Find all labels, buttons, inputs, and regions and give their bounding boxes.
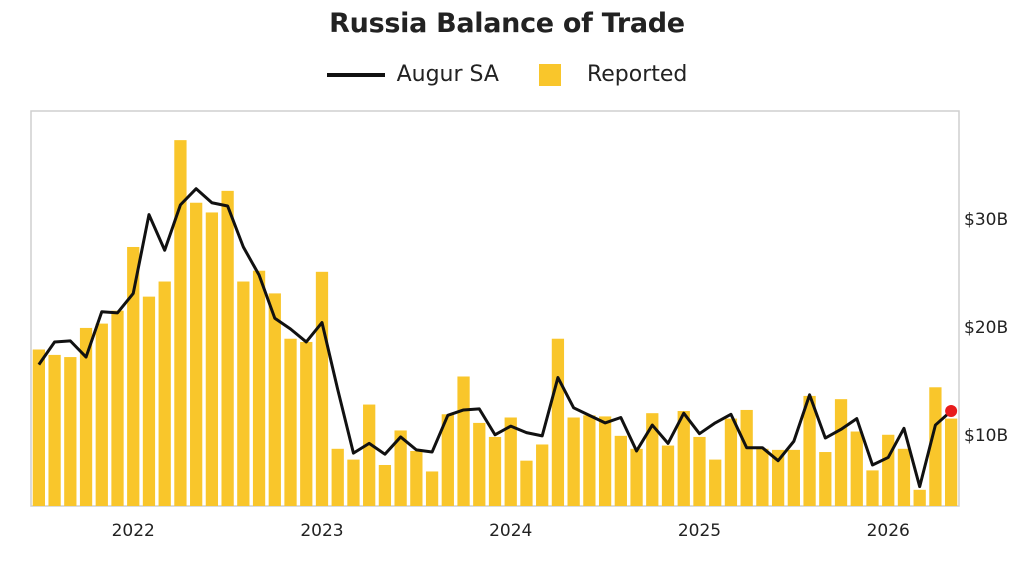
bar-series-reported — [32, 140, 958, 507]
bar-reported — [331, 448, 344, 506]
latest-point-layer — [945, 405, 958, 418]
legend-line-swatch — [326, 72, 385, 77]
x-tick-label: 2026 — [867, 521, 910, 541]
bar-reported — [394, 430, 407, 506]
bar-reported — [268, 293, 281, 506]
chart-legend: Augur SA Reported — [0, 62, 1014, 87]
bar-reported — [127, 246, 140, 507]
bar-reported — [111, 310, 124, 506]
bar-reported — [504, 417, 517, 506]
bar-reported — [473, 422, 486, 506]
bar-reported — [945, 418, 958, 506]
line-augur-sa — [37, 187, 953, 489]
bar-reported — [425, 471, 439, 506]
bar-reported — [520, 460, 533, 506]
legend-label-augur-sa: Augur SA — [396, 62, 499, 87]
bar-reported — [709, 459, 722, 506]
y-tick-label: $10B — [964, 426, 1008, 446]
bar-reported — [598, 416, 612, 506]
x-axis: 2022 2023 2024 2025 2026 — [112, 521, 910, 541]
bar-reported — [252, 270, 266, 506]
bar-reported — [190, 202, 203, 507]
bar-reported — [221, 190, 234, 507]
bar-reported — [300, 341, 313, 506]
bar-reported — [819, 452, 832, 506]
latest-point-marker — [945, 405, 958, 418]
bar-reported — [205, 212, 219, 506]
bar-reported — [48, 354, 61, 506]
bar-reported — [457, 376, 470, 506]
bar-reported — [79, 327, 93, 506]
x-tick-label: 2024 — [489, 521, 532, 541]
bar-reported — [488, 436, 502, 506]
bar-reported — [724, 418, 738, 506]
legend-item-augur-sa: Augur SA — [326, 62, 499, 87]
bar-reported — [567, 417, 580, 506]
bar-reported — [787, 449, 800, 506]
bar-reported — [410, 450, 423, 506]
bar-reported — [378, 464, 392, 506]
x-tick-label: 2023 — [300, 521, 343, 541]
bar-reported — [646, 413, 659, 506]
bar-reported — [614, 435, 627, 506]
bar-reported — [64, 357, 77, 506]
bar-reported — [551, 338, 565, 506]
bar-reported — [583, 415, 596, 506]
y-axis: $10B $20B $30B — [964, 210, 1008, 446]
bar-reported — [363, 404, 376, 506]
bar-reported — [897, 448, 911, 506]
bar-reported — [174, 140, 187, 506]
chart-title: Russia Balance of Trade — [329, 8, 685, 39]
y-tick-label: $20B — [964, 318, 1008, 338]
bar-reported — [803, 395, 816, 506]
bar-reported — [771, 449, 785, 506]
bar-reported — [237, 281, 250, 506]
x-tick-label: 2025 — [678, 521, 721, 541]
legend-item-reported: Reported — [499, 62, 687, 87]
legend-label-reported: Reported — [586, 62, 688, 87]
bar-reported — [630, 448, 643, 506]
bar-reported — [661, 445, 675, 506]
bar-reported — [929, 387, 942, 506]
bar-reported — [284, 338, 297, 506]
bar-reported — [834, 399, 848, 506]
bar-reported — [850, 431, 863, 506]
bar-reported — [882, 434, 895, 506]
line-series-augur-sa — [37, 187, 953, 489]
bar-reported — [536, 444, 549, 506]
bar-reported — [315, 271, 329, 506]
bar-reported — [142, 296, 156, 506]
bar-reported — [913, 489, 926, 506]
bar-reported — [693, 436, 706, 506]
bar-reported — [32, 349, 45, 506]
bar-reported — [677, 411, 690, 506]
legend-bar-swatch — [538, 63, 561, 86]
bar-reported — [95, 323, 108, 506]
bar-reported — [866, 470, 879, 506]
bar-reported — [740, 409, 753, 506]
x-tick-label: 2022 — [112, 521, 155, 541]
bar-reported — [756, 448, 769, 506]
bar-reported — [441, 414, 454, 506]
y-tick-label: $30B — [964, 210, 1008, 230]
bar-reported — [347, 459, 360, 506]
bar-reported — [158, 281, 171, 506]
